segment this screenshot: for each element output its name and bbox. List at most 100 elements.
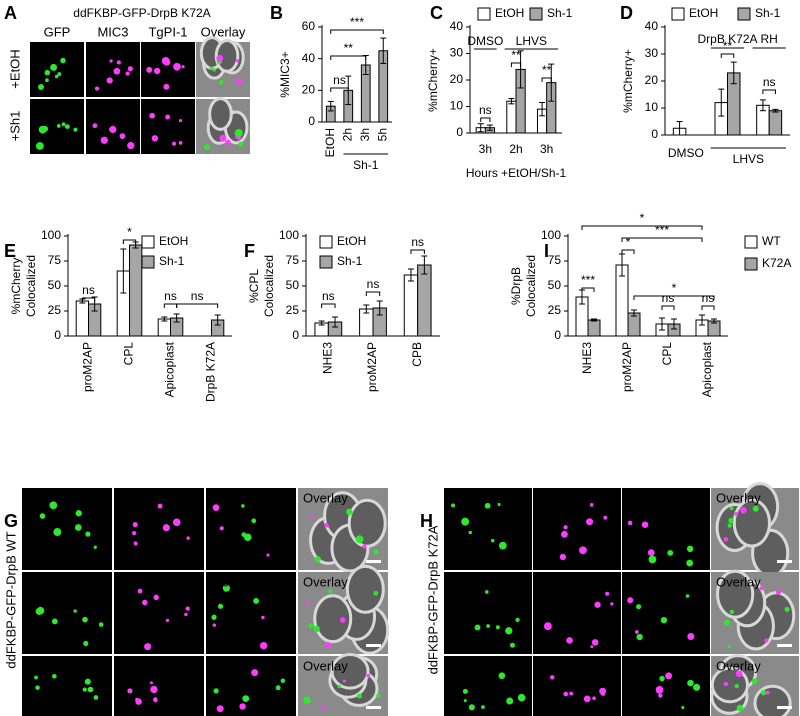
- channel-label: CPL: [119, 658, 144, 673]
- y-tick-label: 60: [302, 19, 316, 33]
- signal-spot: [39, 513, 46, 519]
- signal-spot: [655, 685, 664, 694]
- significance-bracket: [122, 239, 137, 244]
- channel-label: Merge: [211, 490, 248, 505]
- signal-spot: [150, 685, 158, 694]
- signal-spot: [563, 691, 569, 697]
- channel-label: GFP: [449, 490, 476, 505]
- panel-letter: F: [244, 241, 255, 261]
- signal-spot: [586, 518, 594, 526]
- signal-spot: [590, 645, 594, 649]
- significance-bracket: [541, 77, 552, 82]
- x-tick-label: CPL: [122, 342, 136, 366]
- signal-spot: [734, 683, 739, 689]
- y-tick-label: 0: [554, 328, 561, 342]
- signal-spot: [146, 66, 153, 73]
- significance-label: ns: [164, 289, 177, 303]
- bar: [587, 319, 601, 337]
- signal-spot: [583, 695, 591, 703]
- signal-spot: [178, 118, 183, 123]
- signal-spot: [505, 627, 513, 635]
- micrograph: [114, 488, 204, 570]
- signal-spot: [261, 615, 265, 620]
- signal-spot: [125, 71, 130, 76]
- signal-spot: [149, 112, 155, 119]
- y-tick-label: 0: [54, 328, 61, 342]
- x-tick-label: CPB: [410, 342, 424, 367]
- column-label: GFP: [44, 24, 71, 39]
- signal-spot: [213, 688, 219, 694]
- signal-spot: [127, 141, 135, 150]
- significance-label: **: [344, 41, 354, 55]
- channel-label: NHE3: [538, 490, 573, 505]
- signal-spot: [594, 601, 601, 608]
- signal-spot: [50, 63, 58, 71]
- column-label: Overlay: [201, 24, 246, 39]
- signal-spot: [163, 83, 170, 90]
- y-tick-label: 25: [48, 303, 62, 317]
- y-tick-label: 0: [651, 127, 658, 141]
- signal-spot: [100, 136, 108, 144]
- signal-spot: [566, 637, 573, 644]
- panel-letter: C: [430, 3, 443, 23]
- signal-spot: [85, 531, 91, 537]
- cell-outline: [313, 594, 353, 644]
- signal-spot: [82, 616, 88, 623]
- signal-spot: [599, 687, 607, 695]
- channel-label: Overlay: [303, 490, 348, 505]
- signal-spot: [736, 704, 744, 712]
- signal-spot: [356, 693, 362, 699]
- signal-spot: [153, 67, 161, 75]
- signal-spot: [225, 139, 231, 145]
- signal-spot: [728, 517, 734, 524]
- cell-outline: [345, 564, 385, 614]
- significance-label: ***: [581, 273, 595, 287]
- signal-spot: [137, 588, 143, 594]
- micrograph: [114, 656, 204, 716]
- signal-spot: [481, 705, 485, 709]
- signal-spot: [468, 530, 472, 535]
- significance-label: **: [511, 48, 521, 62]
- legend-swatch: [477, 7, 491, 21]
- signal-spot: [759, 586, 764, 591]
- y-tick-label: 10: [450, 99, 464, 113]
- significance-bracket: [621, 249, 635, 254]
- x-tick-label: DMSO: [668, 146, 704, 160]
- y-tick-label: 20: [302, 83, 316, 97]
- signal-spot: [53, 528, 62, 536]
- significance-label: *: [127, 225, 132, 239]
- signal-spot: [484, 590, 489, 594]
- side-label: ddFKBP-GFP-DrpB K72A: [425, 525, 440, 674]
- cell-outline: [347, 498, 387, 548]
- signal-spot: [603, 515, 608, 520]
- channel-label: Merge: [627, 658, 664, 673]
- channel-label: Merge: [627, 490, 664, 505]
- micrograph: [444, 488, 532, 570]
- channel-label: Overlay: [716, 574, 761, 589]
- signal-spot: [153, 697, 158, 702]
- channel-label: GFP: [27, 490, 54, 505]
- signal-spot: [119, 133, 126, 140]
- signal-spot: [280, 678, 286, 683]
- panel-letter: D: [620, 3, 633, 23]
- signal-spot: [321, 705, 326, 711]
- legend-label: Sh-1: [755, 6, 781, 20]
- significance-label: *: [640, 211, 645, 225]
- x-tick-label: DrpB K72A: [697, 32, 757, 46]
- signal-spot: [665, 672, 673, 680]
- signal-spot: [57, 72, 62, 77]
- x-tick-label: NHE3: [321, 342, 335, 374]
- signal-spot: [73, 127, 78, 132]
- y-tick-label: 50: [548, 278, 562, 292]
- signal-spot: [634, 630, 639, 634]
- signal-spot: [212, 68, 216, 72]
- x-tick-label: 2h: [509, 142, 522, 156]
- signal-spot: [498, 672, 506, 680]
- significance-bracket: [480, 117, 491, 122]
- signal-spot: [497, 502, 501, 507]
- signal-spot: [165, 618, 170, 623]
- channel-label: CPL: [538, 658, 563, 673]
- legend-swatch: [744, 235, 758, 249]
- signal-spot: [784, 606, 790, 612]
